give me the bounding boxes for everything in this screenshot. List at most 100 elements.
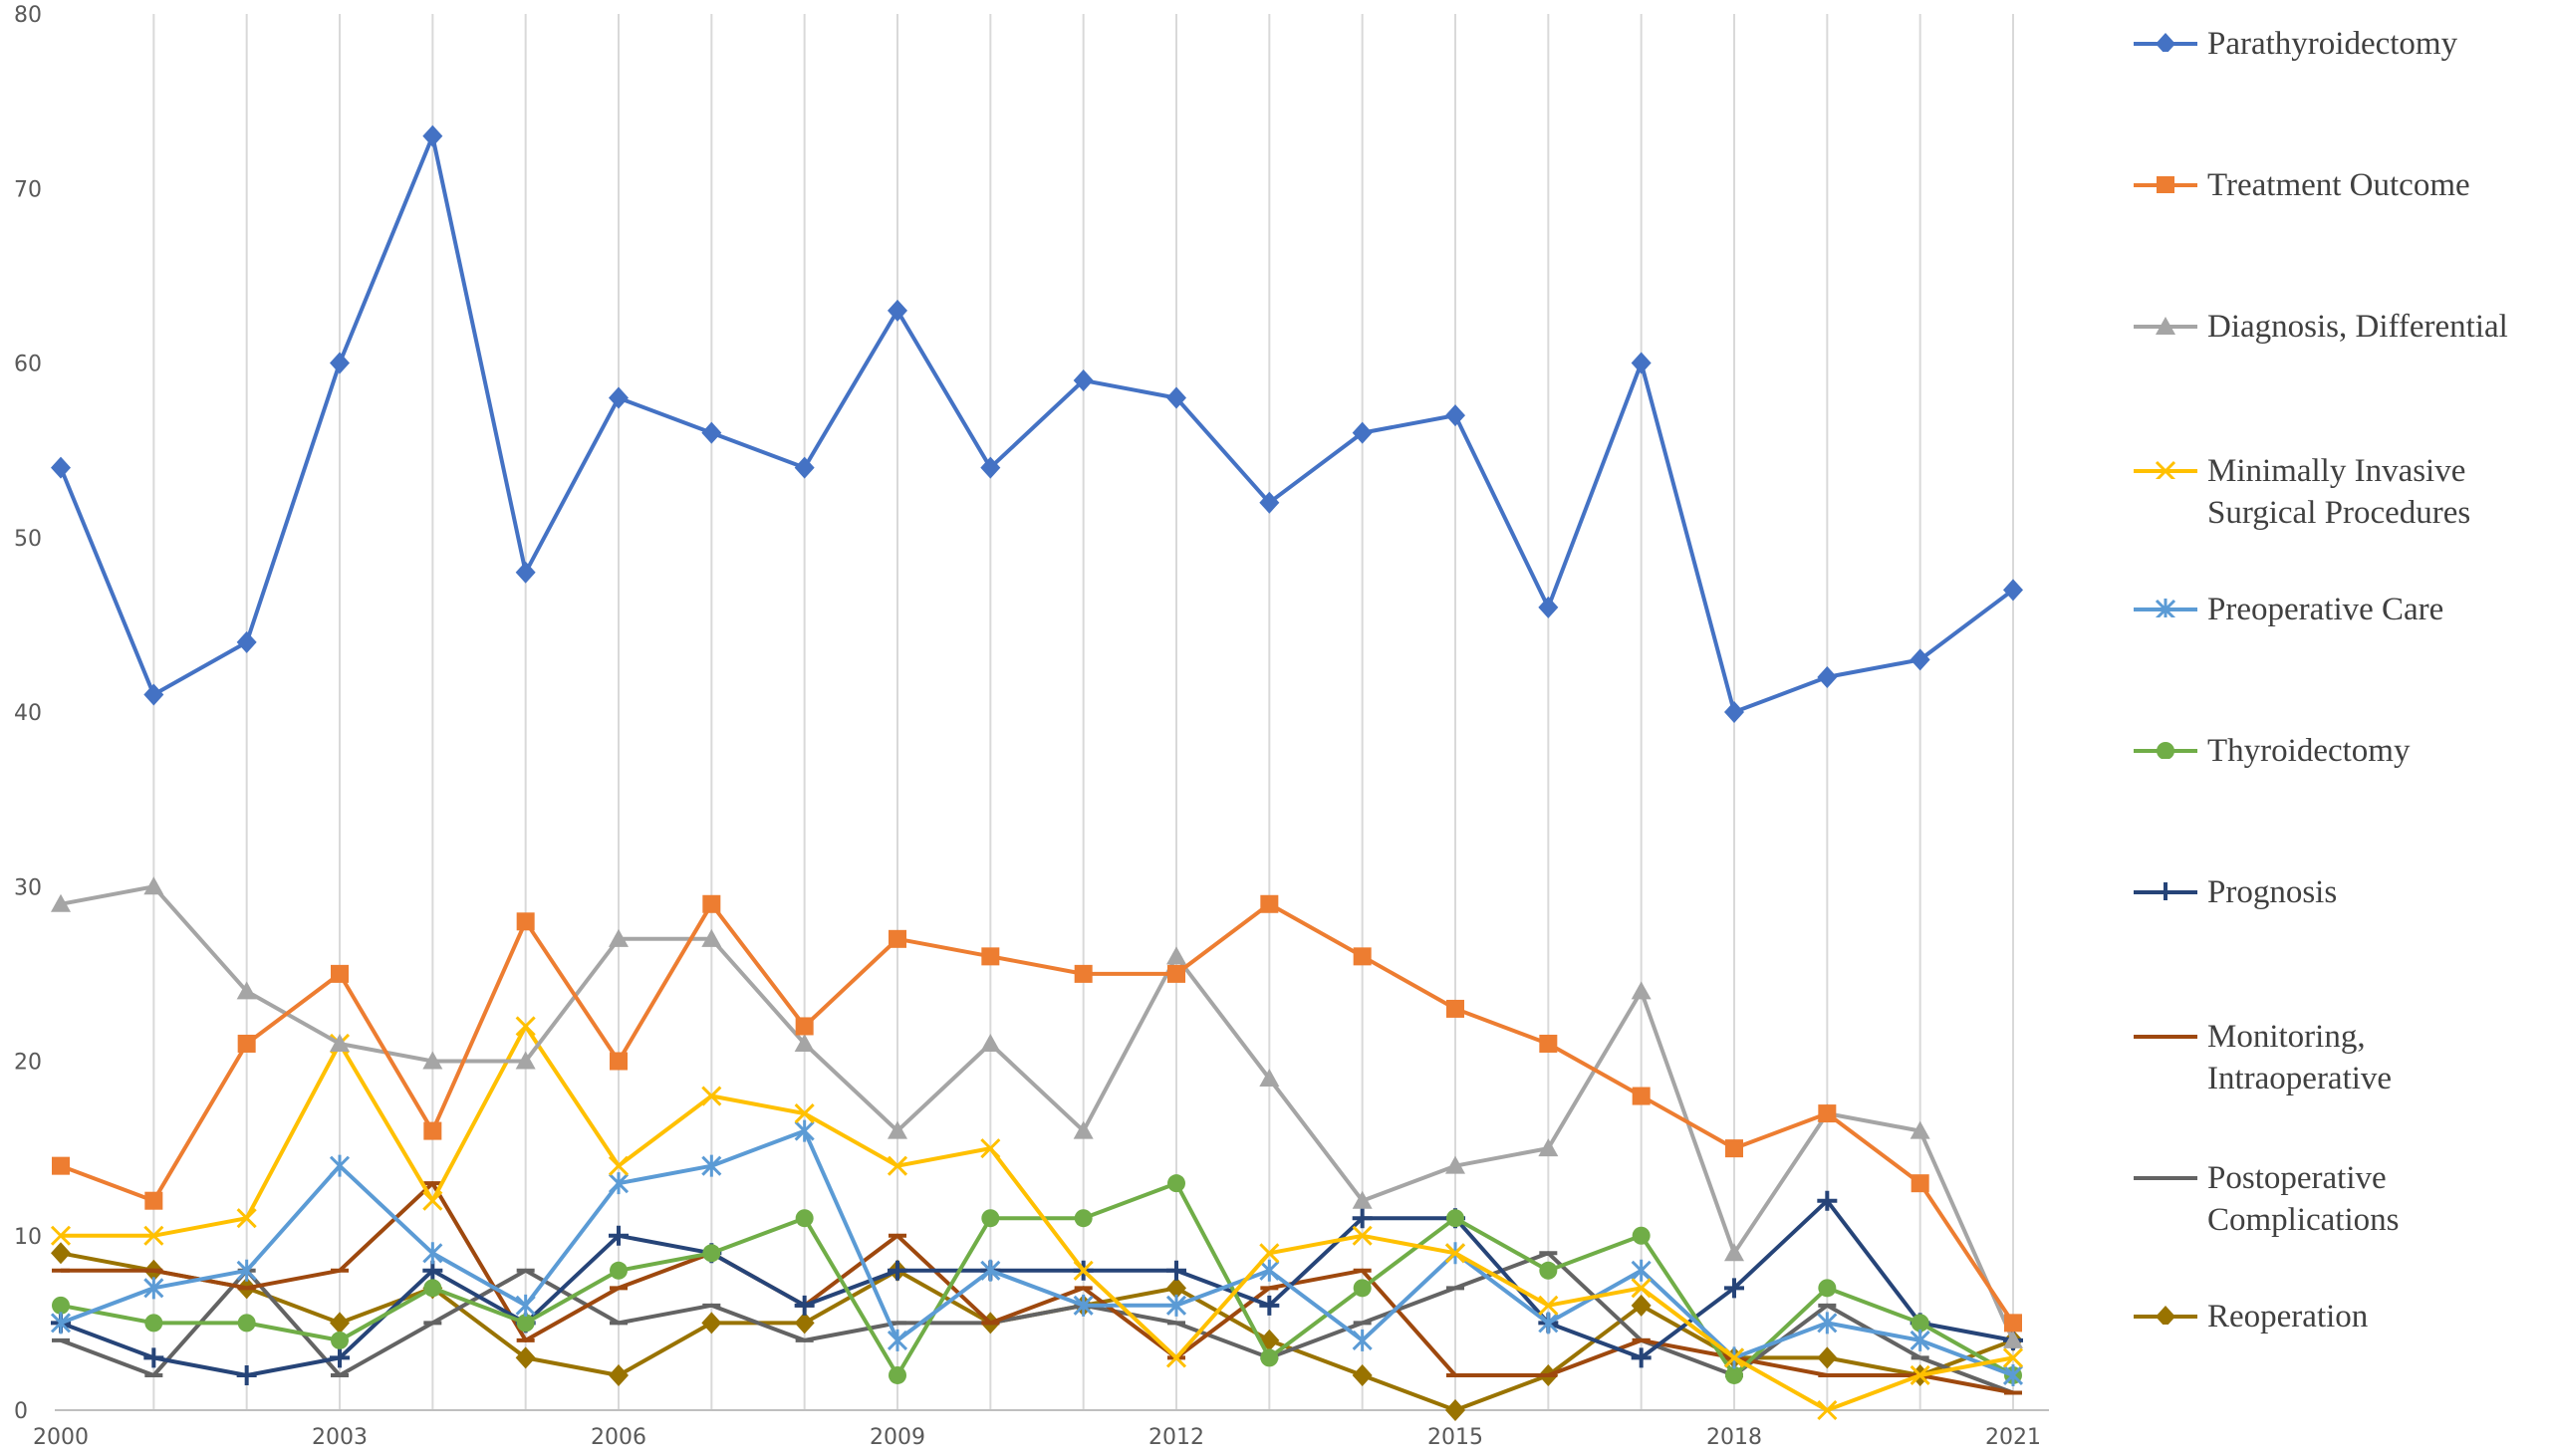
series-line-parathyroidectomy [59, 133, 2015, 714]
data-point-thyroidectomy [423, 1279, 442, 1298]
data-point-minimally-invasive-surgical-procedures [2002, 1347, 2024, 1368]
data-point-prognosis [794, 1295, 815, 1316]
data-point-preoperative-care [143, 1277, 164, 1300]
data-point-parathyroidectomy [1631, 352, 1652, 374]
series-line-thyroidectomy [60, 1181, 2014, 1377]
data-point-minimally-invasive-surgical-procedures [1538, 1295, 1559, 1316]
legend: Parathyroidectomy Treatment Outcome Diagno… [2132, 0, 2549, 1451]
data-point-prognosis [1166, 1260, 1186, 1281]
data-point-reoperation [330, 1312, 350, 1335]
legend-item-preoperative-care: Preoperative Care [2132, 589, 2549, 630]
data-point-diagnosis-differential [1631, 981, 1652, 1000]
data-point-minimally-invasive-surgical-procedures [980, 1138, 1001, 1159]
x-tick-label: 2000 [33, 1425, 89, 1450]
data-point-preoperative-care [1259, 1259, 1280, 1282]
data-point-parathyroidectomy [330, 352, 350, 374]
data-point-parathyroidectomy [51, 456, 71, 479]
data-point-preoperative-care [1910, 1329, 1930, 1351]
data-point-prognosis [1259, 1295, 1280, 1316]
data-point-thyroidectomy [702, 1244, 721, 1263]
data-point-treatment-outcome [1539, 1034, 1558, 1053]
data-point-treatment-outcome [144, 1191, 163, 1210]
data-point-parathyroidectomy [1352, 421, 1373, 444]
legend-item-parathyroidectomy: Parathyroidectomy [2132, 23, 2549, 65]
y-tick-label: 60 [14, 353, 42, 377]
x-axis: 2000 2003 2006 2009 2012 2015 2018 2021 [33, 1425, 2041, 1450]
data-point-parathyroidectomy [980, 456, 1001, 479]
legend-label-preoperative-care: Preoperative Care [2207, 589, 2546, 630]
data-point-reoperation [794, 1312, 815, 1335]
data-point-diagnosis-differential [1166, 946, 1186, 965]
data-point-reoperation [1817, 1346, 1838, 1369]
legend-label-line: Monitoring, [2207, 1019, 2366, 1055]
legend-swatch-parathyroidectomy [2134, 33, 2197, 52]
data-point-diagnosis-differential [143, 876, 164, 895]
series-diagnosis-differential [51, 876, 2023, 1348]
data-point-preoperative-care [608, 1172, 630, 1195]
data-point-parathyroidectomy [1445, 404, 1465, 427]
legend-item-treatment-outcome: Treatment Outcome [2132, 164, 2549, 206]
legend-item-minimally-invasive-surgical-procedures: Minimally Invasive Surgical Procedures [2132, 450, 2549, 534]
data-point-diagnosis-differential [1073, 1120, 1094, 1139]
data-point-diagnosis-differential [51, 893, 71, 912]
data-point-prognosis [330, 1347, 350, 1368]
data-point-parathyroidectomy [1259, 491, 1280, 514]
y-tick-label: 70 [14, 177, 42, 202]
data-point-reoperation [1166, 1277, 1186, 1300]
data-point-parathyroidectomy [701, 421, 722, 444]
data-point-treatment-outcome [423, 1121, 442, 1140]
legend-item-postoperative-complications: Postoperative Complications [2132, 1157, 2549, 1241]
y-tick-label: 50 [14, 527, 42, 552]
data-point-prognosis [1352, 1208, 1373, 1229]
data-point-prognosis [1817, 1190, 1838, 1211]
legend-swatch-treatment-outcome [2134, 176, 2197, 193]
data-point-minimally-invasive-surgical-procedures [1817, 1399, 1838, 1421]
data-point-parathyroidectomy [2003, 579, 2023, 602]
x-tick-label: 2003 [312, 1425, 368, 1450]
data-point-treatment-outcome [610, 1052, 628, 1071]
data-point-treatment-outcome [1167, 964, 1185, 983]
data-point-reoperation [515, 1346, 536, 1369]
data-point-treatment-outcome [1911, 1174, 1929, 1193]
data-point-treatment-outcome [1446, 999, 1464, 1018]
legend-label-line: Thyroidectomy [2207, 733, 2411, 769]
data-point-treatment-outcome [52, 1156, 70, 1175]
data-point-diagnosis-differential [2003, 1330, 2023, 1348]
data-point-minimally-invasive-surgical-procedures [515, 1016, 536, 1037]
data-point-diagnosis-differential [236, 981, 257, 1000]
data-point-thyroidectomy [1167, 1174, 1185, 1193]
data-point-thyroidectomy [52, 1296, 70, 1315]
legend-swatch-thyroidectomy [2134, 742, 2197, 759]
data-point-thyroidectomy [889, 1365, 906, 1384]
series-thyroidectomy [52, 1174, 2022, 1384]
legend-label-monitoring-intraoperative: Monitoring, Intraoperative [2207, 1016, 2546, 1099]
data-point-parathyroidectomy [1538, 596, 1559, 618]
data-point-preoperative-care [1631, 1259, 1652, 1282]
data-point-diagnosis-differential [1259, 1069, 1280, 1088]
series-line-postoperative-complications [60, 1251, 2014, 1395]
x-tick-label: 2009 [870, 1425, 925, 1450]
y-tick-label: 0 [14, 1399, 28, 1424]
legend-label-line: Reoperation [2207, 1299, 2369, 1335]
data-point-diagnosis-differential [888, 1120, 907, 1139]
data-point-diagnosis-differential [515, 1051, 536, 1070]
data-point-diagnosis-differential [1724, 1243, 1744, 1262]
data-point-minimally-invasive-surgical-procedures [887, 1155, 908, 1176]
data-point-prognosis [143, 1347, 164, 1368]
legend-label-line: Parathyroidectomy [2207, 26, 2458, 62]
legend-label-treatment-outcome: Treatment Outcome [2207, 164, 2546, 206]
data-point-prognosis [236, 1364, 257, 1385]
data-point-parathyroidectomy [794, 456, 815, 479]
data-point-diagnosis-differential [1352, 1190, 1373, 1209]
data-point-minimally-invasive-surgical-procedures [1910, 1364, 1930, 1386]
series-line-monitoring-intraoperative [61, 1181, 2014, 1395]
data-point-preoperative-care [236, 1259, 257, 1282]
data-point-reoperation [609, 1363, 629, 1386]
legend-item-diagnosis-differential: Diagnosis, Differential [2132, 306, 2549, 348]
data-point-thyroidectomy [1818, 1279, 1837, 1298]
data-point-preoperative-care [794, 1119, 815, 1142]
data-point-parathyroidectomy [1724, 701, 1744, 723]
legend-label-line: Prognosis [2207, 874, 2338, 910]
data-point-diagnosis-differential [422, 1051, 443, 1070]
x-tick-label: 2018 [1706, 1425, 1762, 1450]
